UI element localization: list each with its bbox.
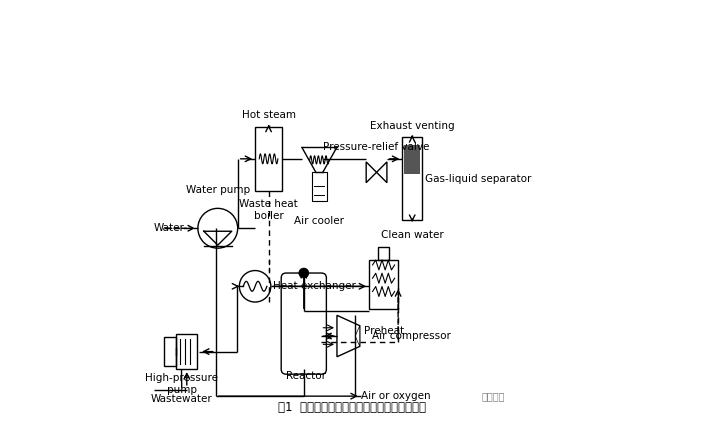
Circle shape	[299, 268, 309, 278]
Text: 现代化工: 现代化工	[482, 391, 505, 401]
Text: Reactor: Reactor	[286, 371, 326, 381]
Text: Heat exchanger: Heat exchanger	[273, 281, 356, 292]
Text: High-pressure
pump: High-pressure pump	[145, 374, 219, 395]
Text: Air compressor: Air compressor	[372, 331, 451, 341]
Bar	[404, 146, 420, 174]
Text: Gas-liquid separator: Gas-liquid separator	[425, 173, 532, 183]
Bar	[312, 172, 327, 202]
Text: Water: Water	[154, 223, 185, 233]
Text: Air or oxygen: Air or oxygen	[361, 391, 431, 401]
Bar	[164, 337, 176, 366]
Text: Clean water: Clean water	[381, 230, 443, 240]
Text: Wastewater: Wastewater	[151, 394, 213, 404]
Polygon shape	[337, 315, 360, 357]
Polygon shape	[376, 162, 387, 183]
Text: Air cooler: Air cooler	[294, 216, 344, 226]
Bar	[369, 260, 398, 309]
Bar	[378, 247, 389, 260]
Bar	[403, 137, 422, 220]
Bar	[176, 334, 197, 369]
Polygon shape	[355, 325, 360, 347]
Text: Exhaust venting: Exhaust venting	[370, 121, 455, 131]
Text: Hot steam: Hot steam	[242, 111, 295, 120]
Text: 图1  超临界水氧化法处理有机废水工艺流程图: 图1 超临界水氧化法处理有机废水工艺流程图	[278, 401, 427, 414]
Bar	[255, 127, 282, 191]
Polygon shape	[366, 162, 376, 183]
Text: Waste heat
boiler: Waste heat boiler	[239, 199, 298, 221]
Text: Preheat: Preheat	[364, 325, 404, 336]
Text: Pressure-relief valve: Pressure-relief valve	[324, 142, 430, 152]
Text: Water pump: Water pump	[185, 185, 250, 195]
